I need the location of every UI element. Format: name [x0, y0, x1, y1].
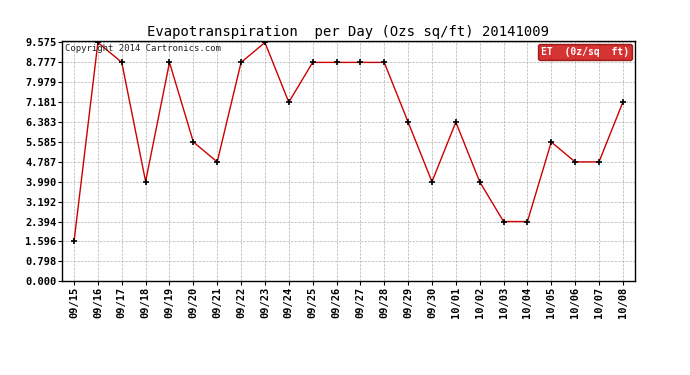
Title: Evapotranspiration  per Day (Ozs sq/ft) 20141009: Evapotranspiration per Day (Ozs sq/ft) 2…: [148, 25, 549, 39]
Legend: ET  (0z/sq  ft): ET (0z/sq ft): [538, 44, 632, 60]
Text: Copyright 2014 Cartronics.com: Copyright 2014 Cartronics.com: [65, 44, 221, 52]
